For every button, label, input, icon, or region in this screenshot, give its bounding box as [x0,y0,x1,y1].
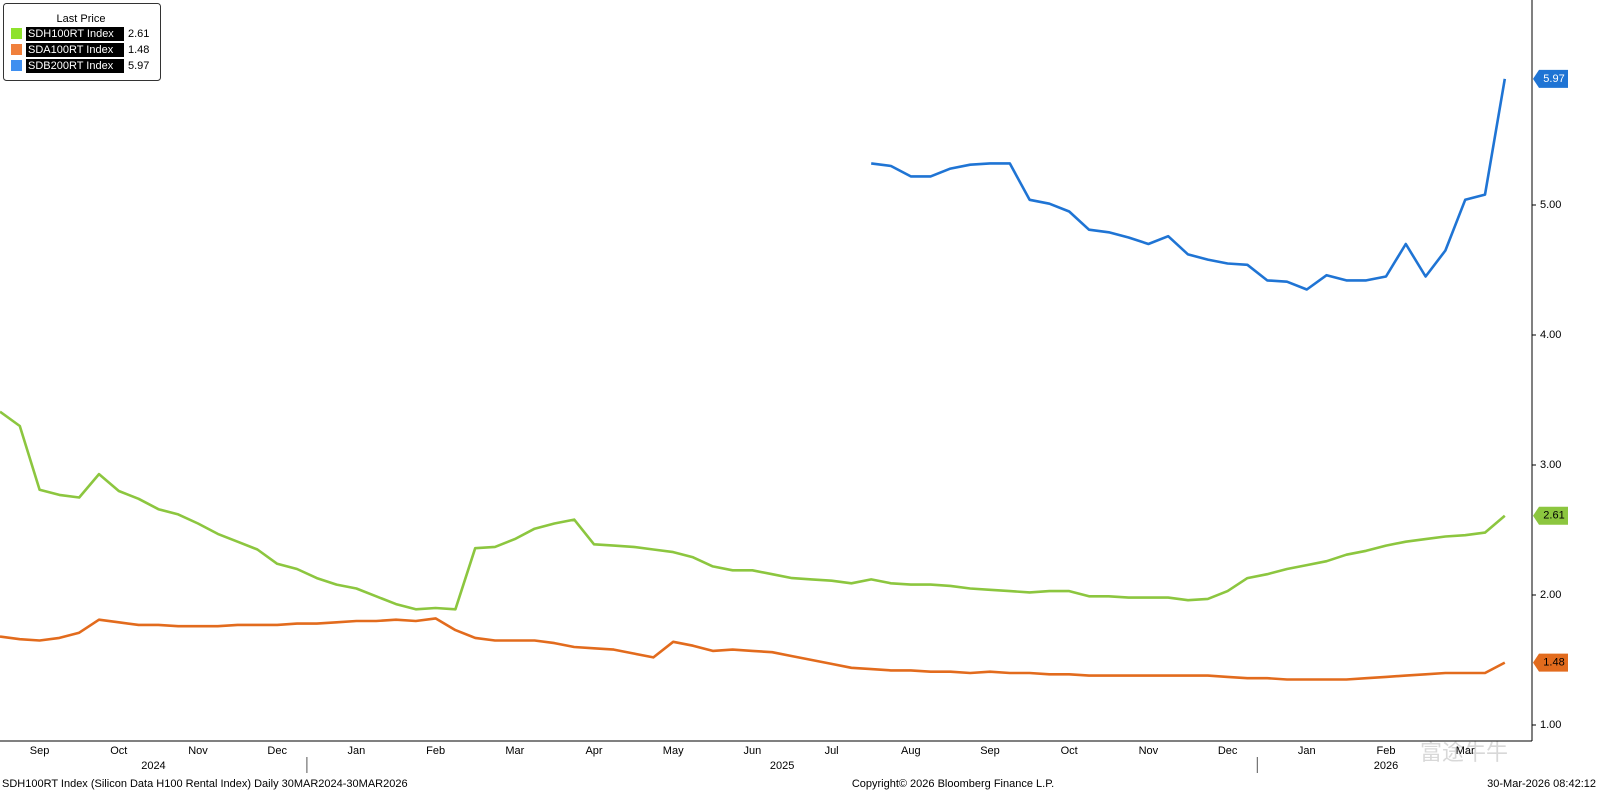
year-label: 2024 [141,760,165,772]
x-tick-label: Apr [585,745,602,757]
footer-source: SDH100RT Index (Silicon Data H100 Rental… [2,778,408,790]
y-tick-label: 5.00 [1540,199,1561,211]
x-tick-label: Dec [267,745,287,757]
y-tick-label: 2.00 [1540,589,1561,601]
x-tick-label: Nov [1139,745,1159,757]
legend-swatch [11,28,22,39]
footer-copyright: Copyright© 2026 Bloomberg Finance L.P. [852,778,1054,790]
x-tick-label: Jul [825,745,839,757]
series-line [871,78,1507,291]
x-tick-label: Jun [744,745,762,757]
legend-swatch [11,44,22,55]
legend-value: 5.97 [128,60,149,72]
x-tick-label: Feb [1377,745,1396,757]
year-label: 2026 [1374,760,1398,772]
last-value-label: 2.61 [1543,510,1564,522]
legend-title: Last Price [57,13,106,25]
last-value-flag [1533,653,1568,672]
x-tick-label: Mar [1456,745,1475,757]
x-tick-label: Oct [1061,745,1078,757]
series-line [0,617,1506,681]
x-tick-label: May [663,745,684,757]
y-tick-label: 4.00 [1540,329,1561,341]
footer-timestamp: 30-Mar-2026 08:42:12 [1487,778,1596,790]
last-value-label: 5.97 [1543,73,1564,85]
series-line [0,410,1506,611]
y-tick-label: 3.00 [1540,459,1561,471]
x-tick-label: Aug [901,745,921,757]
legend-name: SDA100RT Index [28,44,114,56]
x-tick-label: Oct [110,745,127,757]
x-tick-label: Sep [980,745,1000,757]
legend-name-bg [26,43,124,57]
x-tick-label: Jan [348,745,366,757]
x-tick-label: Jan [1298,745,1316,757]
legend-swatch [11,60,22,71]
legend-value: 1.48 [128,44,149,56]
x-tick-label: Feb [426,745,445,757]
year-label: 2025 [770,760,794,772]
legend-name: SDB200RT Index [28,60,114,72]
last-value-label: 1.48 [1543,657,1564,669]
x-tick-label: Mar [505,745,524,757]
legend-value: 2.61 [128,28,149,40]
x-tick-label: Nov [188,745,208,757]
last-value-flag [1533,506,1568,525]
last-value-flag [1533,69,1568,88]
legend: Last Price SDH100RT Index 2.61 SDA100RT Ind… [3,3,161,81]
watermark: 富途牛牛 [1420,740,1508,765]
x-tick-label: Sep [30,745,50,757]
y-tick-label: 1.00 [1540,719,1561,731]
legend-name-bg [26,27,124,41]
legend-name: SDH100RT Index [28,28,114,40]
x-tick-label: Dec [1218,745,1238,757]
legend-name-bg [26,59,124,73]
